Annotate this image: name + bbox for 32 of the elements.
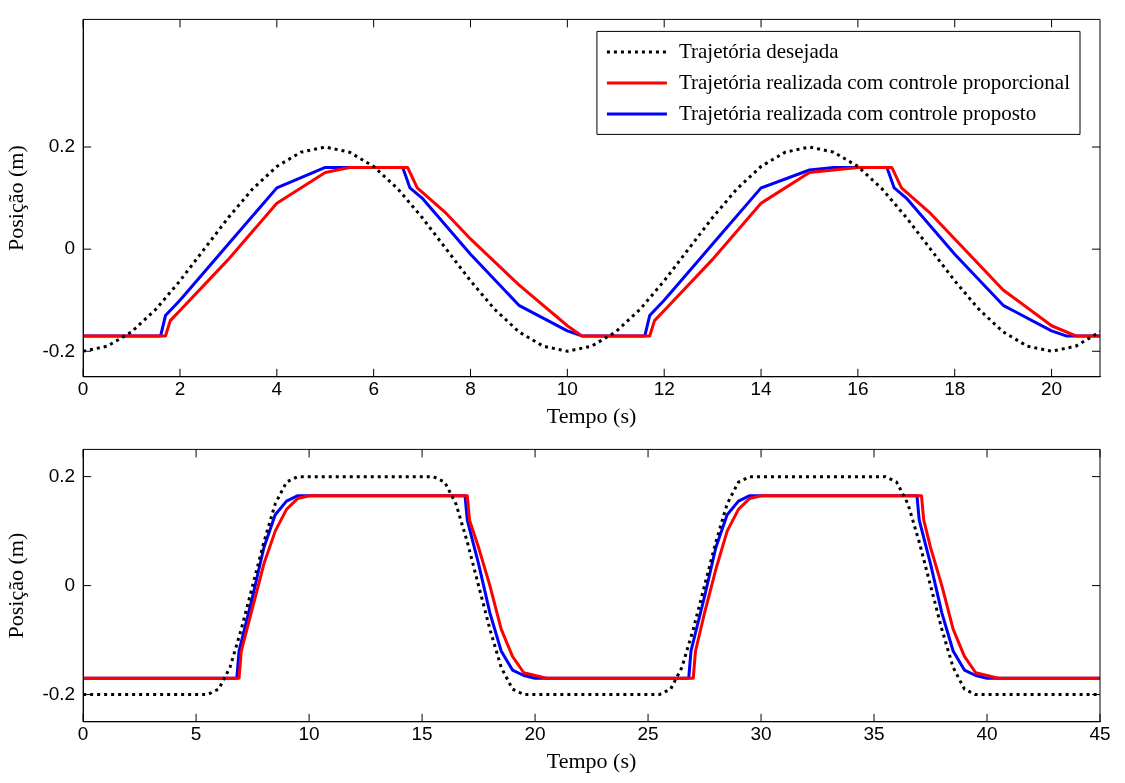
x-tick-label: 10: [298, 723, 320, 745]
legend-label: Trajetória realizada com controle proposto: [678, 101, 1037, 126]
x-tick-label: 20: [524, 723, 546, 745]
x-tick-label: 25: [637, 723, 659, 745]
x-axis-title: Tempo (s): [546, 402, 637, 428]
x-tick-label: 5: [190, 723, 202, 745]
x-tick-label: 30: [750, 723, 772, 745]
y-tick-label: 0.2: [48, 135, 76, 157]
y-axis-title: Posição (m): [2, 532, 28, 639]
y-tick-label: -0.2: [42, 339, 76, 361]
x-tick-label: 10: [556, 378, 578, 400]
y-axis-title: Posição (m): [2, 145, 28, 251]
x-tick-label: 45: [1089, 723, 1111, 745]
x-tick-label: 8: [465, 378, 476, 400]
legend-label: Trajetória realizada com controle proporcional: [678, 70, 1071, 95]
x-tick-label: 35: [863, 723, 885, 745]
x-tick-label: 40: [976, 723, 998, 745]
x-tick-label: 12: [653, 378, 675, 400]
y-tick-label: -0.2: [42, 682, 76, 704]
x-tick-label: 15: [411, 723, 433, 745]
x-tick-label: 4: [271, 378, 283, 400]
y-tick-label: 0.2: [48, 464, 76, 486]
legend-label: Trajetória desejada: [678, 39, 840, 64]
x-tick-label: 14: [750, 378, 773, 400]
x-tick-label: 18: [944, 378, 966, 400]
y-tick-label: 0: [64, 573, 76, 595]
y-tick-label: 0: [64, 237, 76, 259]
x-tick-label: 6: [368, 378, 379, 400]
x-axis-title: Tempo (s): [546, 747, 637, 773]
x-tick-label: 16: [847, 378, 869, 400]
x-tick-label: 20: [1041, 378, 1063, 400]
x-tick-label: 2: [174, 378, 186, 400]
